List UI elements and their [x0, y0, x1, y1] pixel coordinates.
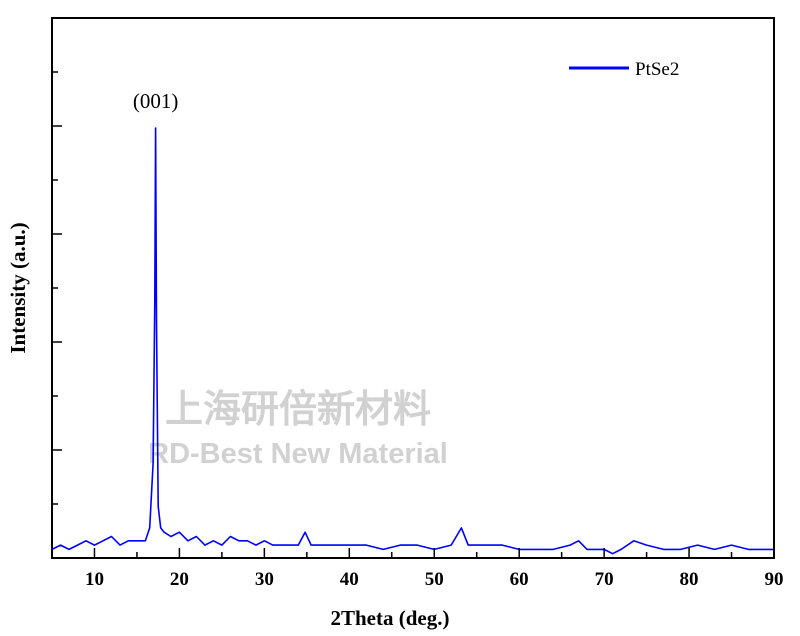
x-tick-label: 50	[425, 569, 444, 590]
y-axis-title: Intensity (a.u.)	[6, 222, 30, 353]
y-axis-ticks	[52, 17, 62, 559]
x-tick-label: 20	[170, 569, 189, 590]
x-tick-label: 70	[595, 569, 614, 590]
watermark-chinese: 上海研倍新材料	[165, 387, 431, 431]
x-tick-label: 10	[85, 569, 104, 590]
legend-label: PtSe2	[635, 59, 679, 80]
x-tick-label: 30	[255, 569, 274, 590]
x-tick-label: 90	[765, 569, 784, 590]
x-tick-label: 40	[340, 569, 359, 590]
watermark-english: RD-Best New Material	[148, 438, 448, 470]
x-axis-ticks: 10 20 30 40 50 60 70 80 90	[51, 548, 784, 590]
x-tick-label: 60	[510, 569, 529, 590]
peak-annotation: (001)	[133, 89, 179, 113]
x-tick-label: 80	[680, 569, 699, 590]
x-axis-title: 2Theta (deg.)	[331, 606, 450, 630]
legend: PtSe2	[569, 59, 679, 80]
series-line-ptse2	[51, 127, 774, 555]
